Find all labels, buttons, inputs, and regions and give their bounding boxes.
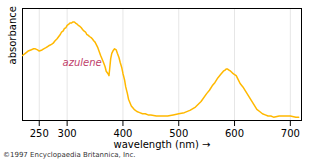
html-text:©1997 Encyclopaedia Britannica: ©1997 Encyclopaedia Britannica, Inc. (3, 151, 136, 159)
svg-text:700: 700 (281, 128, 300, 139)
svg-text:wavelength (nm) →: wavelength (nm) → (114, 139, 211, 150)
svg-text:300: 300 (58, 128, 77, 139)
svg-text:azulene: azulene (63, 57, 102, 68)
svg-text:500: 500 (169, 128, 188, 139)
svg-text:400: 400 (113, 128, 132, 139)
svg-text:absorbance: absorbance (7, 6, 18, 64)
svg-text:600: 600 (225, 128, 244, 139)
svg-text:250: 250 (30, 128, 49, 139)
